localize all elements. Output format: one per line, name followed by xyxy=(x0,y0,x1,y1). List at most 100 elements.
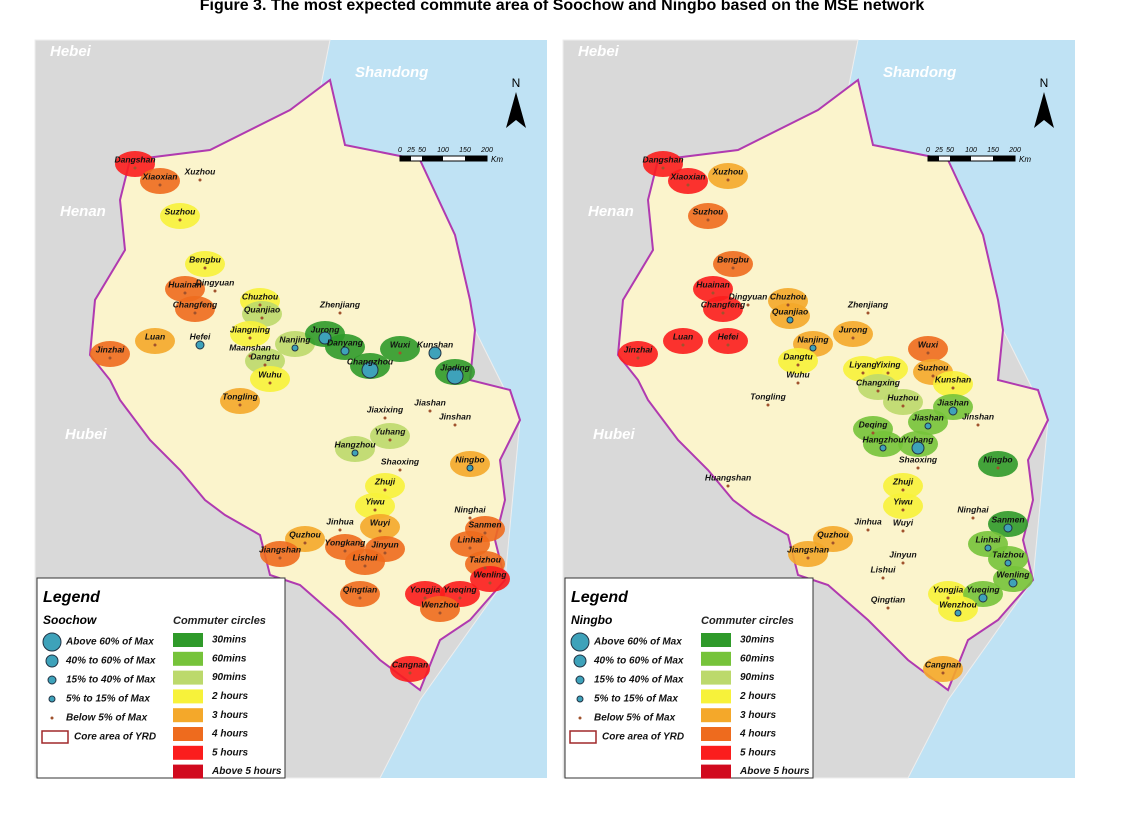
legend-swatch xyxy=(173,651,203,666)
legend-circle-label: Above 60% of Max xyxy=(593,637,682,648)
city-label: Zhenjiang xyxy=(847,299,889,309)
city-label: Jinzhai xyxy=(96,344,125,354)
legend-swatch xyxy=(173,745,203,760)
north-arrow xyxy=(1034,92,1054,128)
commute-zone xyxy=(390,656,430,682)
city-label: Huzhou xyxy=(887,392,919,402)
legend-circle-label: 15% to 40% of Max xyxy=(66,675,156,686)
city-circle xyxy=(483,531,487,535)
city-label: Suzhou xyxy=(918,362,949,372)
legend-title: Legend xyxy=(571,589,629,606)
city-label: Quanjiao xyxy=(244,304,280,314)
city-circle xyxy=(924,422,932,430)
city-circle xyxy=(291,344,299,352)
city-circle xyxy=(398,351,402,355)
city-label: Wuxi xyxy=(918,339,939,349)
legend-circle xyxy=(576,695,584,703)
city-circle xyxy=(876,389,880,393)
city-label: Wuyi xyxy=(370,517,391,527)
city-circle xyxy=(879,444,887,452)
scale-tick: 200 xyxy=(1008,147,1021,154)
legend-swatch xyxy=(701,633,731,647)
commute-zone xyxy=(275,331,315,357)
city-label: Ninghai xyxy=(957,504,989,514)
city-label: Wuhu xyxy=(786,369,810,379)
scale-tick: 0 xyxy=(398,147,402,154)
city-circle xyxy=(351,449,359,457)
city-label: Luan xyxy=(673,331,693,341)
city-label: Cangnan xyxy=(392,659,428,669)
city-label: Wuhu xyxy=(258,369,282,379)
city-label: Qingtian xyxy=(871,594,905,604)
city-circle xyxy=(263,363,267,367)
commute-zone xyxy=(90,341,130,367)
city-label: Luan xyxy=(145,331,165,341)
city-label: Hangzhou xyxy=(862,434,904,444)
city-circle xyxy=(951,386,955,390)
city-label: Yueqing xyxy=(966,584,1000,594)
city-circle xyxy=(901,561,905,565)
city-label: Changxing xyxy=(856,377,901,387)
city-label: Quzhou xyxy=(289,529,321,539)
legend-circle-label: 40% to 60% of Max xyxy=(593,656,684,667)
city-circle xyxy=(661,166,665,170)
legend-commute-label: 3 hours xyxy=(212,710,249,721)
city-circle xyxy=(383,488,387,492)
city-circle xyxy=(248,336,252,340)
legend-core-swatch xyxy=(41,730,69,744)
city-label: Kunshan xyxy=(935,374,971,384)
city-circle xyxy=(428,409,432,413)
city-label: Yuhang xyxy=(375,426,407,436)
city-circle xyxy=(984,544,992,552)
city-label: Yongjia xyxy=(410,584,441,594)
legend-swatch xyxy=(701,651,731,666)
city-circle xyxy=(866,311,870,315)
commute-zone xyxy=(663,328,703,354)
city-circle xyxy=(398,468,402,472)
city-label: Dangshan xyxy=(114,154,155,164)
city-label: Jiaxixing xyxy=(367,404,404,414)
city-label: Shaoxing xyxy=(381,456,420,466)
commute-zone xyxy=(770,303,810,329)
commute-zone xyxy=(370,423,410,449)
province-label: Hubei xyxy=(65,426,108,443)
city-label: Huainan xyxy=(168,279,202,289)
city-circle xyxy=(901,488,905,492)
city-circle xyxy=(383,416,387,420)
legend-circle xyxy=(42,632,62,652)
legend-swatch xyxy=(701,670,731,685)
legend-commute-label: 2 hours xyxy=(211,691,249,702)
commute-zone xyxy=(140,168,180,194)
legend-commute-label: 90mins xyxy=(740,672,775,683)
city-label: Changzhou xyxy=(347,356,394,366)
city-circle xyxy=(1008,578,1018,588)
city-label: Hefei xyxy=(718,331,739,341)
city-circle xyxy=(388,438,392,442)
legend-subtitle: Commuter circles xyxy=(701,615,794,627)
city-label: Xuzhou xyxy=(712,166,744,176)
city-circle xyxy=(901,508,905,512)
scale-tick: 50 xyxy=(418,147,426,154)
legend-origin: Ningbo xyxy=(571,613,612,627)
city-circle xyxy=(338,311,342,315)
city-label: Dingyuan xyxy=(729,291,768,301)
city-circle xyxy=(153,343,157,347)
city-label: Yixing xyxy=(875,359,901,369)
city-label: Jiangshan xyxy=(787,544,829,554)
city-label: Lishui xyxy=(870,564,896,574)
scale-bar-fill xyxy=(950,156,971,161)
legend-circle xyxy=(50,716,54,720)
city-label: Nanjing xyxy=(797,334,829,344)
legend-origin: Soochow xyxy=(43,613,97,627)
city-circle xyxy=(338,528,342,532)
city-label: Jiashan xyxy=(937,397,969,407)
city-circle xyxy=(468,516,472,520)
city-circle xyxy=(378,529,382,533)
city-circle xyxy=(806,556,810,560)
legend-circle xyxy=(578,716,582,720)
caption: Figure 3. The most expected commute area… xyxy=(200,0,925,14)
north-label: N xyxy=(512,76,521,90)
city-circle xyxy=(340,346,350,356)
city-circle xyxy=(911,441,925,455)
city-label: Wuxi xyxy=(390,339,411,349)
